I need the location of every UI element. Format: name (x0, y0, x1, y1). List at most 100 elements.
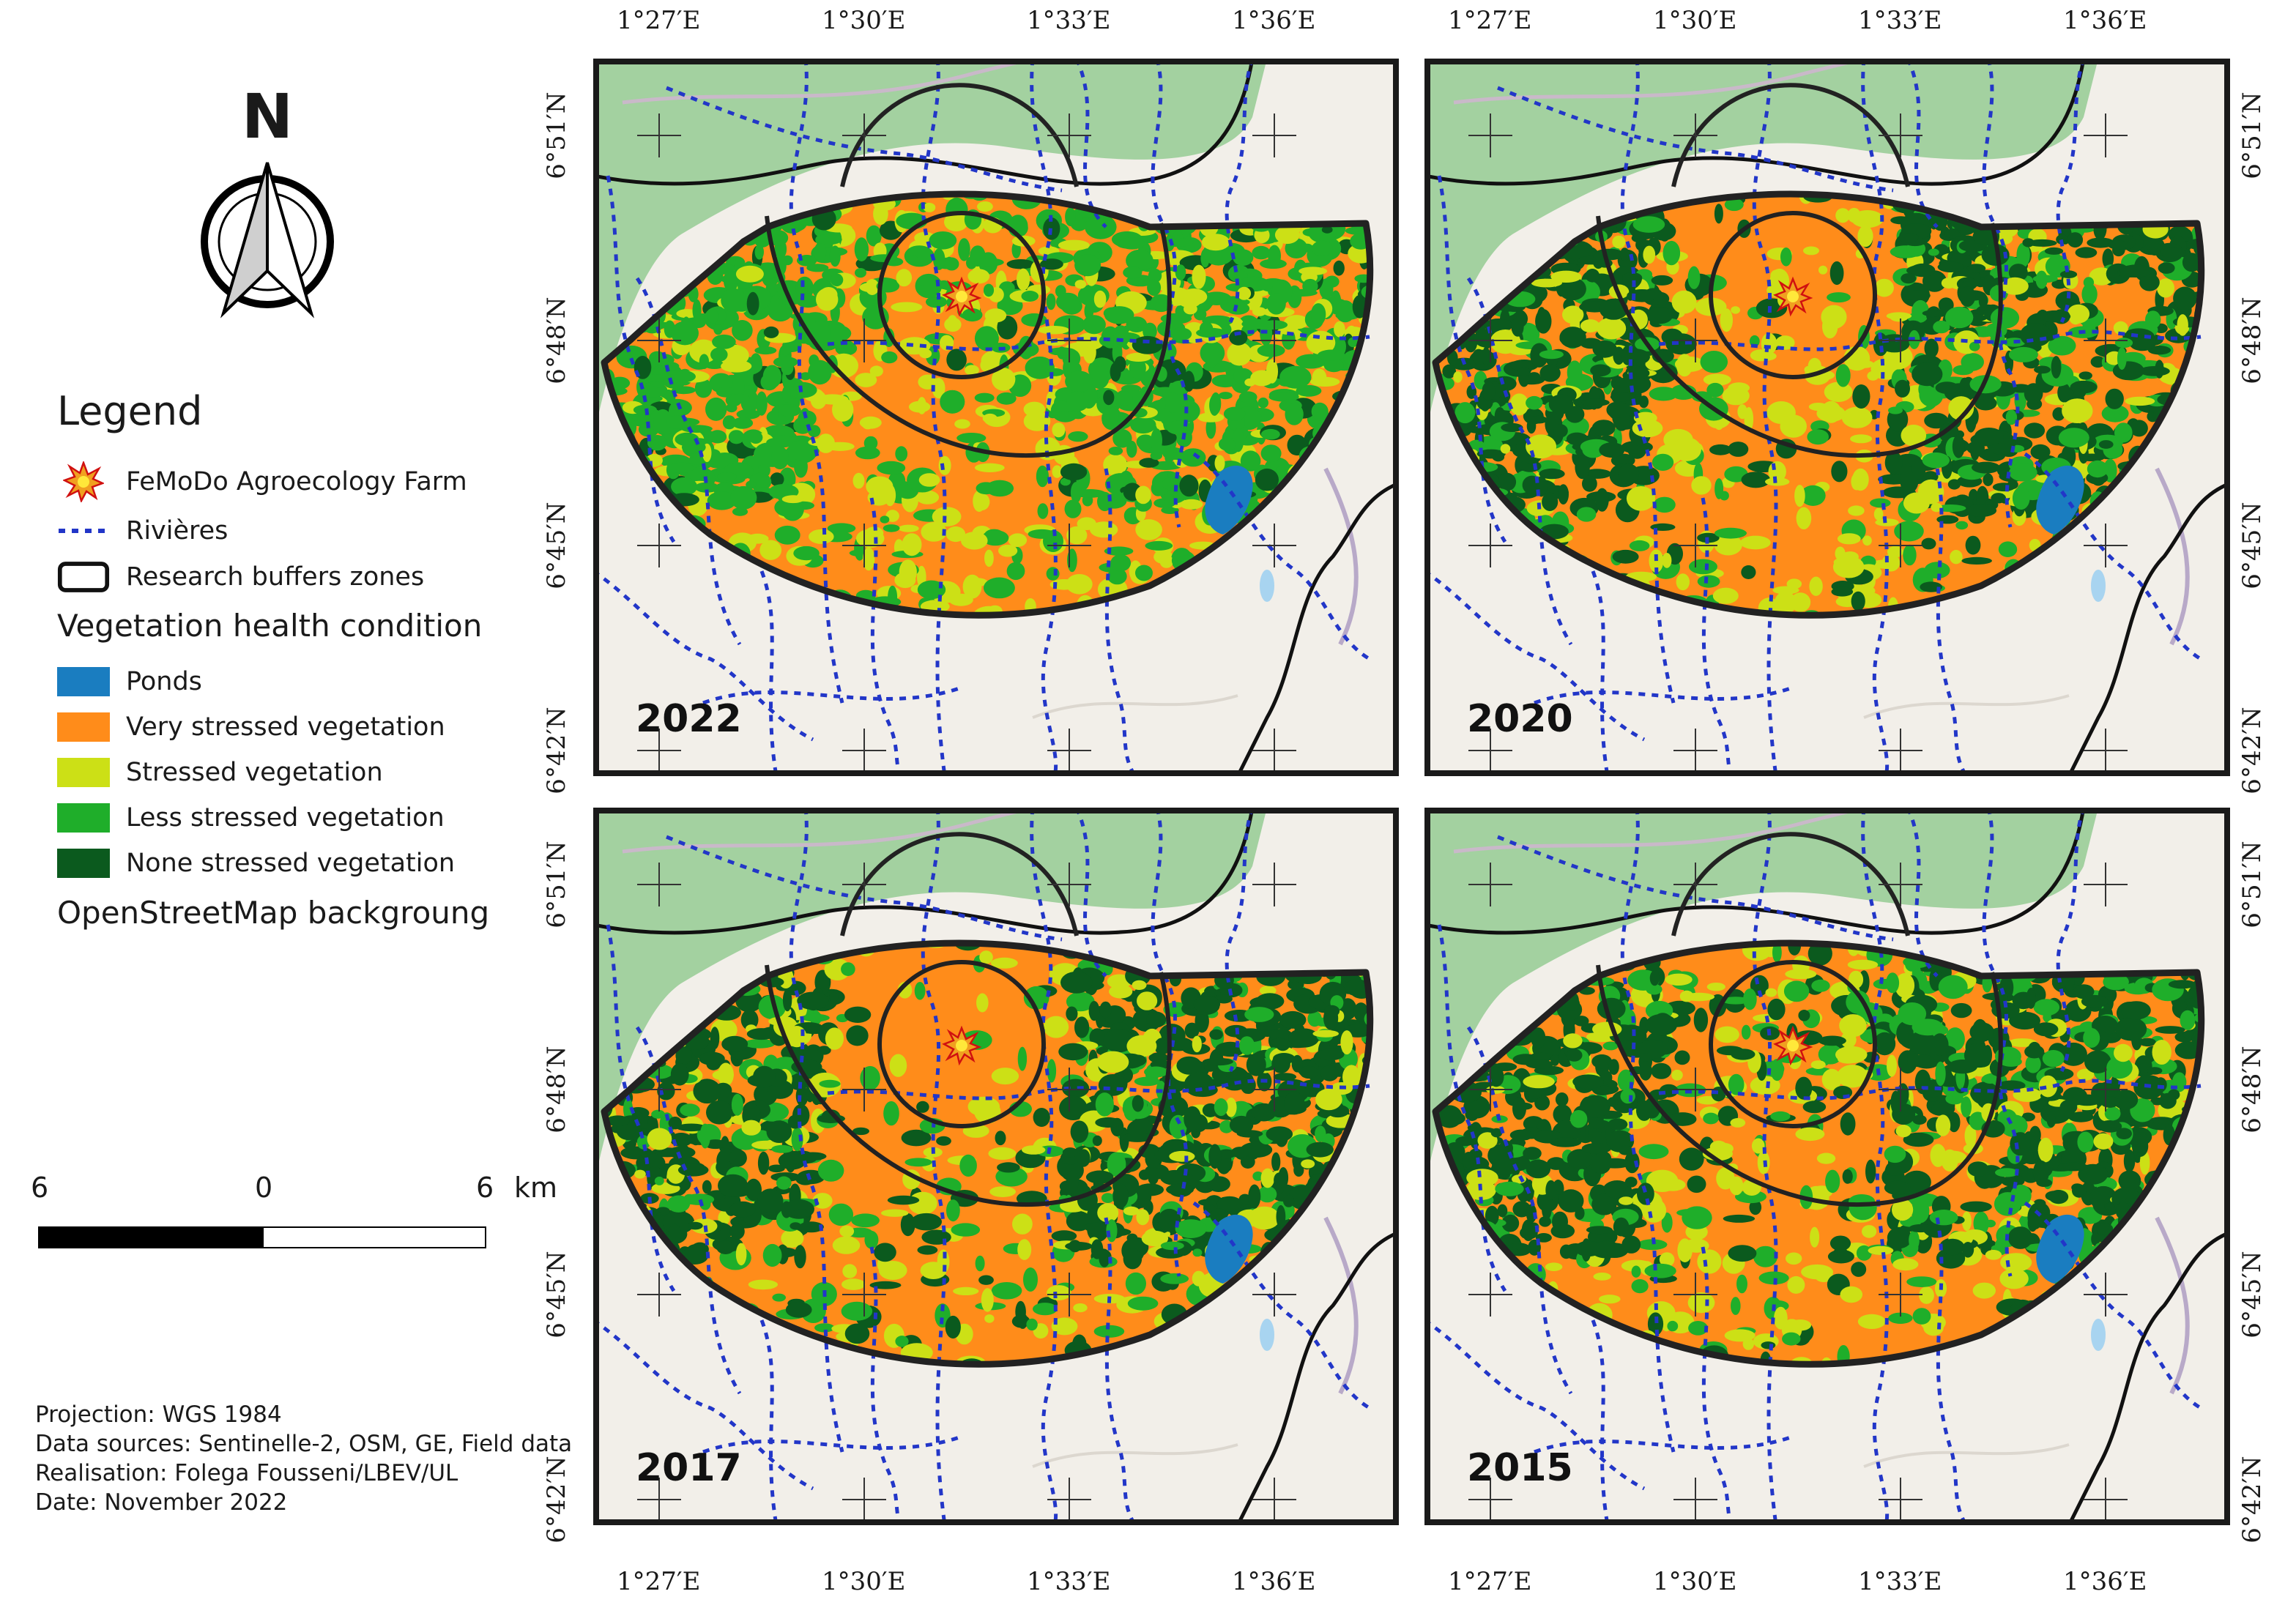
pond (2036, 465, 2084, 535)
panel-year: 2022 (636, 697, 742, 741)
scale-segment-black (38, 1226, 264, 1248)
credit-date: Date: November 2022 (35, 1489, 288, 1516)
legend-title: Legend (57, 388, 203, 434)
latitude-label: 6°51′N (2237, 841, 2267, 928)
map-panel-2020: 2020 (1424, 59, 2230, 776)
latitude-label: 6°45′N (2237, 1251, 2267, 1338)
panel-frame (1424, 808, 2230, 1525)
rivers (593, 808, 1371, 1525)
pond (2036, 1214, 2084, 1284)
research-buffer-zones (1596, 832, 2003, 1207)
legend-class-stressed: Stressed vegetation (57, 754, 383, 791)
longitude-label: 1°36′E (2063, 6, 2147, 35)
farm-star-icon (942, 1025, 982, 1066)
forest-reserve (593, 808, 1267, 1188)
swatch-stressed (57, 758, 110, 787)
forest-reserve (1424, 59, 2098, 439)
rivers (593, 59, 1371, 776)
legend-class-label: Stressed vegetation (126, 758, 383, 787)
legend-class-none-stressed: None stressed vegetation (57, 845, 455, 882)
research-buffer-zones (765, 83, 1172, 458)
legend-class-less-stressed: Less stressed vegetation (57, 800, 445, 836)
graticule (637, 113, 1296, 772)
pond (1205, 1214, 1253, 1284)
farm-star-icon (63, 461, 104, 502)
panel-year: 2017 (636, 1446, 742, 1490)
pond (1205, 465, 1253, 535)
longitude-label: 1°33′E (1858, 1567, 1942, 1596)
latitude-label: 6°48′N (542, 297, 571, 384)
rivers (1424, 59, 2202, 776)
credit-realisation: Realisation: Folega Fousseni/LBEV/UL (35, 1460, 458, 1486)
legend-label-farm: FeMoDo Agroecology Farm (126, 467, 467, 496)
legend-item-farm: FeMoDo Agroecology Farm (57, 461, 467, 502)
graticule (1468, 863, 2128, 1522)
vegetation-heading: Vegetation health condition (57, 608, 483, 644)
longitude-label: 1°30′E (1653, 1567, 1737, 1596)
forest-reserve (593, 59, 1267, 439)
latitude-label: 6°42′N (2237, 1456, 2267, 1543)
panel-frame (1424, 59, 2230, 776)
scale-left: 6 (31, 1172, 49, 1204)
latitude-label: 6°48′N (542, 1046, 571, 1133)
study-area-outline (1432, 190, 2205, 619)
legend-class-label: Ponds (126, 667, 202, 696)
study-area-outline (601, 939, 1374, 1368)
legend-class-ponds: Ponds (57, 663, 202, 700)
map-canvas (593, 808, 1399, 1525)
latitude-label: 6°45′N (542, 1251, 571, 1338)
legend-item-buffers: Research buffers zones (57, 559, 424, 595)
panel-frame (593, 808, 1399, 1525)
research-buffer-zones (765, 832, 1172, 1207)
legend-class-very-stressed: Very stressed vegetation (57, 709, 445, 745)
longitude-label: 1°27′E (617, 6, 701, 35)
study-area-outline (601, 190, 1374, 619)
legend-label-buffers: Research buffers zones (126, 562, 425, 592)
map-canvas (1424, 808, 2230, 1525)
scale-right: 6 (476, 1172, 494, 1204)
legend-item-rivers: Rivières (57, 513, 228, 549)
longitude-label: 1°30′E (822, 1567, 906, 1596)
longitude-label: 1°27′E (1448, 1567, 1532, 1596)
swatch-very-stressed (57, 712, 110, 742)
north-arrow: N (176, 81, 359, 322)
swatch-none-stressed (57, 849, 110, 878)
longitude-label: 1°27′E (617, 1567, 701, 1596)
longitude-label: 1°36′E (2063, 1567, 2147, 1596)
farm-star-icon (1773, 276, 1813, 317)
river-line-icon (59, 529, 108, 533)
scale-segment-white (262, 1226, 486, 1248)
latitude-label: 6°51′N (542, 92, 571, 179)
latitude-label: 6°51′N (2237, 92, 2267, 179)
farm-star-icon (1773, 1025, 1813, 1066)
longitude-label: 1°36′E (1232, 6, 1316, 35)
map-panel-2022: 2022 (593, 59, 1399, 776)
map-panel-2017: 2017 (593, 808, 1399, 1525)
scale-mid: 0 (255, 1172, 273, 1204)
graticule (637, 863, 1296, 1522)
swatch-less-stressed (57, 803, 110, 833)
longitude-label: 1°36′E (1232, 1567, 1316, 1596)
longitude-label: 1°30′E (822, 6, 906, 35)
latitude-label: 6°45′N (2237, 502, 2267, 589)
swatch-ponds (57, 667, 110, 696)
map-credits: Projection: WGS 1984 Data sources: Senti… (35, 1400, 572, 1517)
legend-label-rivers: Rivières (126, 516, 229, 545)
longitude-label: 1°33′E (1027, 6, 1111, 35)
map-canvas (593, 59, 1399, 776)
north-letter: N (241, 81, 294, 152)
graticule (1468, 113, 2128, 772)
north-arrow-icon (201, 162, 334, 319)
forest-reserve (1424, 808, 2098, 1188)
latitude-label: 6°42′N (2237, 707, 2267, 794)
legend-class-label: Less stressed vegetation (126, 803, 445, 833)
credit-projection: Projection: WGS 1984 (35, 1401, 282, 1428)
longitude-label: 1°30′E (1653, 6, 1737, 35)
scale-bar: 6 0 6 km (22, 1172, 579, 1259)
longitude-label: 1°33′E (1858, 6, 1942, 35)
research-buffer-zones (1596, 83, 2003, 458)
rivers (1424, 808, 2202, 1525)
latitude-label: 6°45′N (542, 502, 571, 589)
credit-sources: Data sources: Sentinelle-2, OSM, GE, Fie… (35, 1431, 573, 1457)
basemap-label: OpenStreetMap backgroung (57, 895, 490, 931)
